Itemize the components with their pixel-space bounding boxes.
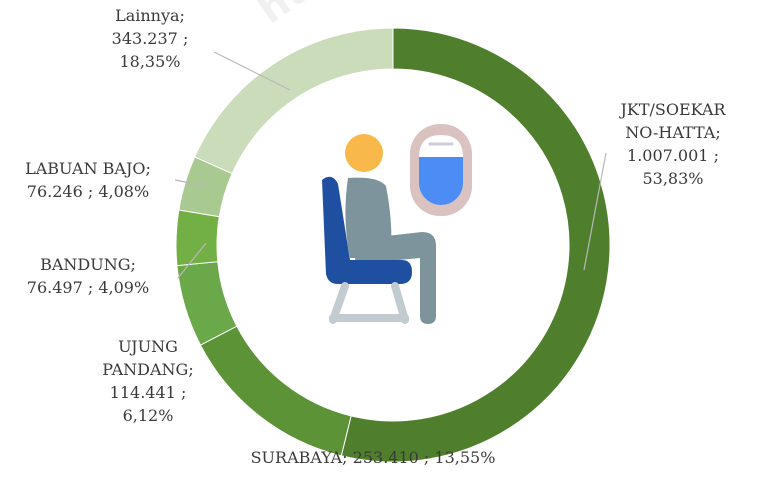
label-name: SURABAYA: [251, 448, 343, 467]
label-name-group: SURABAYA;: [251, 448, 348, 467]
label-percent: 6,12%: [123, 406, 174, 425]
label-name-group: JKT/SOEKARNO-HATTA;: [614, 98, 732, 144]
label-separator: ;: [88, 278, 93, 297]
label-value: 76.497: [27, 278, 83, 297]
label-value: 1.007.001: [627, 146, 708, 165]
label-name: Lainnya: [115, 6, 179, 25]
label-separator: ;: [424, 448, 429, 467]
data-label: BANDUNG; 76.497 ; 4,09%: [0, 253, 183, 299]
label-value: 114.441: [110, 383, 176, 402]
label-separator: ;: [183, 29, 188, 48]
label-separator: ;: [714, 146, 719, 165]
label-value: 76.246: [27, 182, 83, 201]
label-name-group: Lainnya;: [98, 4, 202, 27]
label-percent: 53,83%: [642, 169, 703, 188]
data-label: SURABAYA; 253.410 ; 13,55%: [163, 446, 583, 469]
donut-slice: [200, 326, 351, 456]
label-separator: ;: [342, 448, 347, 467]
label-separator: ;: [131, 255, 136, 274]
label-name: UJUNG PANDANG: [102, 337, 188, 379]
label-separator: ;: [88, 182, 93, 201]
label-separator: ;: [180, 6, 185, 25]
chart: http JKT/SOEKARNO-HATTA; 1.007.001 ; 53,…: [0, 0, 774, 496]
data-label: LABUAN BAJO; 76.246 ; 4,08%: [0, 157, 183, 203]
label-name-group: LABUAN BAJO;: [0, 157, 183, 180]
label-value: 343.237: [112, 29, 178, 48]
label-name-group: BANDUNG;: [0, 253, 183, 276]
data-label: Lainnya; 343.237 ; 18,35%: [98, 4, 202, 73]
label-percent: 13,55%: [434, 448, 495, 467]
label-percent: 4,09%: [98, 278, 149, 297]
data-label: UJUNG PANDANG; 114.441 ; 6,12%: [96, 335, 200, 427]
label-separator: ;: [146, 159, 151, 178]
label-percent: 18,35%: [119, 52, 180, 71]
watermark: http: [249, 0, 353, 33]
label-value: 253.410: [353, 448, 419, 467]
label-separator: ;: [181, 383, 186, 402]
label-separator: ;: [188, 360, 193, 379]
label-separator: ;: [715, 123, 720, 142]
label-name-group: UJUNG PANDANG;: [96, 335, 200, 381]
label-name: BANDUNG: [40, 255, 130, 274]
label-name: LABUAN BAJO: [25, 159, 145, 178]
data-label: JKT/SOEKARNO-HATTA; 1.007.001 ; 53,83%: [614, 98, 732, 190]
label-percent: 4,08%: [98, 182, 149, 201]
label-name: JKT/SOEKARNO-HATTA: [620, 100, 725, 142]
seat-icon: [322, 124, 472, 324]
